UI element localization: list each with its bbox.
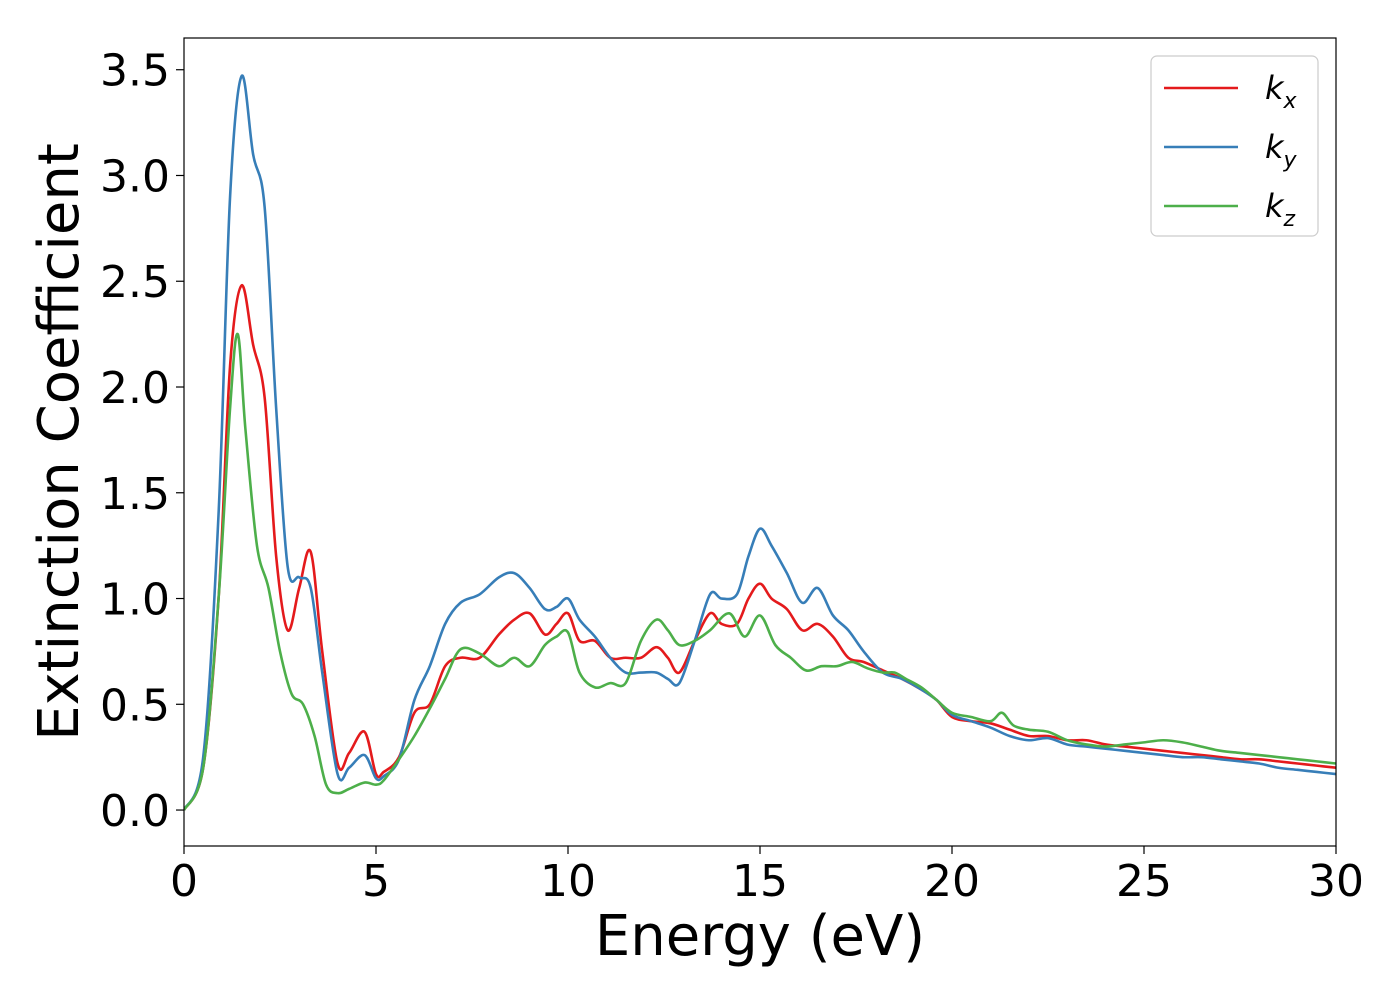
legend-label-kx: kx [1265,69,1298,114]
series-line-kx [184,284,1336,811]
y-tick-label: 1.0 [100,575,170,626]
legend: kx ky kz [1150,55,1319,237]
y-axis-title: Extinction Coefficient [27,143,92,741]
series-layer [184,74,1336,811]
y-axis: 0.0 0.5 1.0 1.5 2.0 2.5 3.0 3.5 [100,46,184,837]
x-axis-title: Energy (eV) [595,904,925,969]
x-tick-label: 0 [170,856,198,907]
y-tick-label: 0.5 [100,680,170,731]
y-tick-label: 2.5 [100,257,170,308]
x-tick-label: 20 [924,856,980,907]
x-tick-label: 10 [540,856,596,907]
x-tick-label: 25 [1116,856,1172,907]
x-tick-label: 5 [362,856,390,907]
series-line-ky [184,74,1336,811]
y-tick-label: 0.0 [100,786,170,837]
legend-label-kz: kz [1265,187,1296,232]
x-axis: 0 5 10 15 20 25 30 [170,846,1364,907]
x-tick-label: 15 [732,856,788,907]
y-tick-label: 3.5 [100,46,170,97]
y-tick-label: 2.0 [100,363,170,414]
x-tick-label: 30 [1308,856,1364,907]
legend-label-ky: ky [1265,128,1298,173]
y-tick-label: 3.0 [100,151,170,202]
series-line-kz [184,332,1336,811]
y-tick-label: 1.5 [100,469,170,520]
